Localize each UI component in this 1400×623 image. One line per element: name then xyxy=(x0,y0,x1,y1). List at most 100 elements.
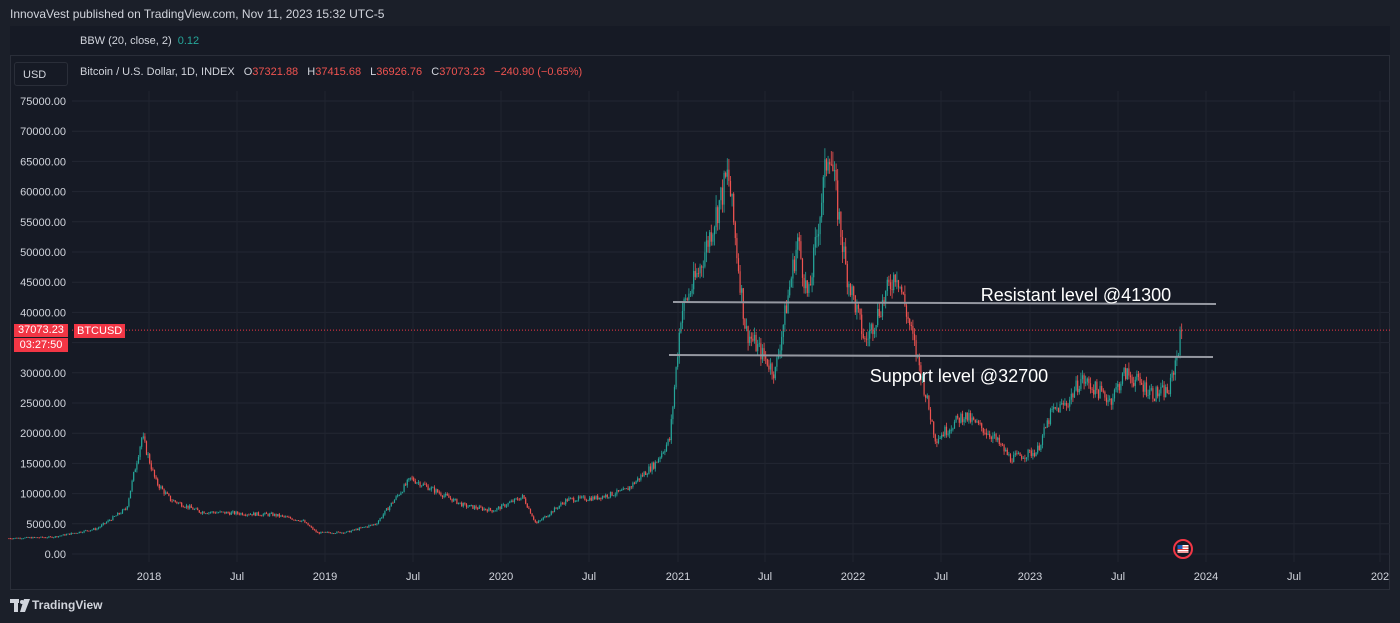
candle-body xyxy=(745,326,748,329)
candle-body xyxy=(739,271,741,293)
candle-body xyxy=(33,537,36,538)
candle-body xyxy=(1099,385,1101,399)
candle-body xyxy=(657,458,660,463)
candle-body xyxy=(829,162,831,165)
candle-body xyxy=(637,478,639,482)
chart-panel[interactable] xyxy=(10,26,1390,590)
level-lines[interactable]: Resistant level @41300 Support level @327… xyxy=(668,285,1217,386)
candle-body xyxy=(680,322,682,333)
candle-body xyxy=(371,524,373,526)
candle-body xyxy=(718,200,720,224)
candle-body xyxy=(872,324,874,335)
currency-button[interactable]: USD xyxy=(14,62,68,86)
candle-body xyxy=(73,532,76,534)
candle-body xyxy=(499,506,501,510)
candle-body xyxy=(1073,390,1076,398)
candle-body xyxy=(1149,389,1151,396)
candle-body xyxy=(744,318,746,329)
candle-body xyxy=(573,498,575,502)
candle-body xyxy=(905,305,908,317)
candle-body xyxy=(382,514,384,518)
candle-body xyxy=(880,316,882,318)
candle-body xyxy=(349,530,351,533)
candle-body xyxy=(1062,403,1064,405)
candle-body xyxy=(197,508,199,511)
candle-body xyxy=(118,512,120,514)
indicator-legend[interactable]: BBW (20, close, 2) 0.12 xyxy=(80,26,199,56)
candle-body xyxy=(160,486,162,489)
candle-body xyxy=(245,515,247,516)
candle-body xyxy=(819,217,821,235)
x-tick-label: 2019 xyxy=(313,571,337,583)
candle-body xyxy=(177,502,180,504)
candle-body xyxy=(232,511,234,513)
candle-body xyxy=(209,512,212,514)
candle-body xyxy=(851,286,853,296)
candle-body xyxy=(333,533,335,535)
candle-body xyxy=(576,500,578,502)
candle-body xyxy=(1045,427,1047,429)
candle-body xyxy=(221,511,223,513)
candle-body xyxy=(549,514,551,517)
candle-body xyxy=(126,506,128,510)
candle-body xyxy=(454,498,456,500)
candle-body xyxy=(246,514,248,516)
candle-body xyxy=(931,419,933,422)
candle-body xyxy=(414,480,416,484)
candle-body xyxy=(835,170,837,181)
candle-body xyxy=(1088,378,1090,384)
candle-body xyxy=(1065,403,1068,406)
candle-body xyxy=(253,512,255,516)
indicator-pane[interactable]: BBW (20, close, 2) 0.12 xyxy=(10,26,1390,56)
candle-body xyxy=(840,211,842,238)
candle-body xyxy=(822,177,824,203)
candle-body xyxy=(192,507,194,510)
candle-body xyxy=(870,324,872,330)
candle-body xyxy=(243,514,245,516)
candle-body xyxy=(896,280,898,283)
price-chart[interactable]: 75000.00 70000.00 65000.00 60000.00 55000.00… xyxy=(0,0,1400,590)
candle-body xyxy=(81,532,84,534)
candle-body xyxy=(1118,384,1120,391)
candle-body xyxy=(1115,386,1117,390)
candle-body xyxy=(688,293,690,300)
candle-body xyxy=(405,484,407,486)
candle-body xyxy=(269,513,271,516)
symbol-legend[interactable]: Bitcoin / U.S. Dollar, 1D, INDEX O37321.… xyxy=(80,66,582,78)
candle-body xyxy=(341,532,343,534)
candle-body xyxy=(251,514,253,516)
candle-body xyxy=(416,482,418,484)
candle-body xyxy=(1048,420,1050,424)
candle-body xyxy=(357,528,359,530)
candle-body xyxy=(918,354,920,366)
candle-body xyxy=(793,259,796,272)
candle-body xyxy=(334,533,336,535)
candle-body xyxy=(208,512,210,514)
candle-body xyxy=(321,531,324,533)
candle-body xyxy=(78,531,80,534)
candle-body xyxy=(614,494,616,496)
candle-body xyxy=(222,511,224,513)
candle-body xyxy=(1008,454,1010,456)
candle-body xyxy=(11,538,13,540)
candle-body xyxy=(1037,445,1039,453)
y-tick-label: 45000.00 xyxy=(20,277,66,289)
candle-body xyxy=(813,247,815,278)
candle-body xyxy=(1150,388,1152,390)
candle-body xyxy=(1125,368,1127,380)
candle-body xyxy=(35,537,37,539)
candle-body xyxy=(115,515,117,517)
candle-body xyxy=(753,334,756,341)
candle-body xyxy=(597,495,599,500)
candle-body xyxy=(1176,355,1178,361)
candle-body xyxy=(691,289,693,294)
candle-body xyxy=(979,423,981,425)
candle-body xyxy=(365,526,367,528)
candle-body xyxy=(776,357,778,367)
candle-body xyxy=(507,503,509,506)
candle-body xyxy=(705,240,708,253)
us-flag-event-icon[interactable] xyxy=(1173,539,1193,559)
resistance-label: Resistant level @41300 xyxy=(981,285,1171,305)
candle-body xyxy=(773,374,775,379)
candle-body xyxy=(1086,378,1088,382)
